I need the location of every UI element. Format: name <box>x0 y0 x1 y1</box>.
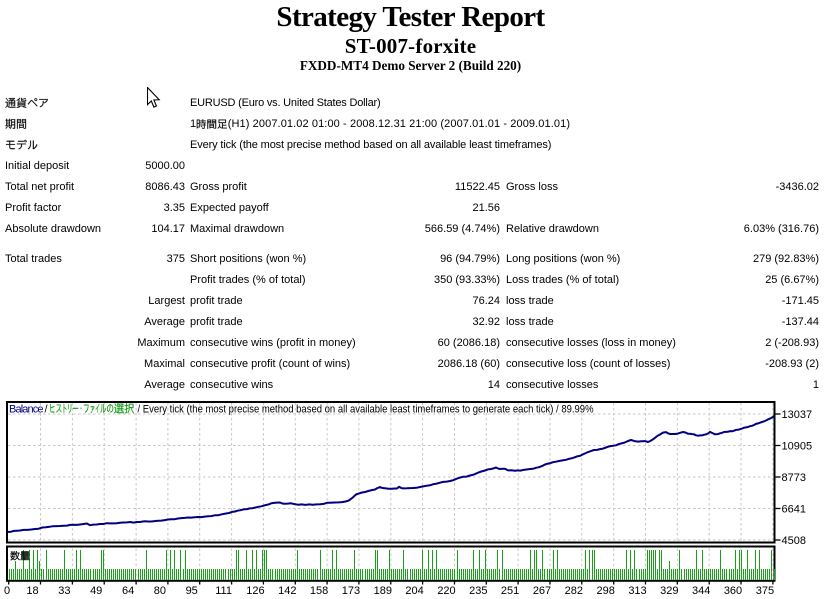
svg-text:360: 360 <box>724 585 742 597</box>
svg-text:126: 126 <box>246 585 264 597</box>
svg-text:13037: 13037 <box>782 409 813 421</box>
svg-text:80: 80 <box>154 585 166 597</box>
svg-text:329: 329 <box>660 585 678 597</box>
svg-text:8773: 8773 <box>782 472 806 484</box>
svg-text:251: 251 <box>501 585 519 597</box>
svg-text:18: 18 <box>26 585 38 597</box>
svg-text:49: 49 <box>90 585 102 597</box>
svg-text:220: 220 <box>437 585 455 597</box>
svg-text:298: 298 <box>597 585 615 597</box>
svg-text:Balance: Balance <box>9 404 44 416</box>
svg-text:267: 267 <box>533 585 551 597</box>
svg-text:/: / <box>45 404 49 416</box>
svg-text:4508: 4508 <box>782 535 806 547</box>
svg-text:95: 95 <box>186 585 198 597</box>
svg-text:173: 173 <box>342 585 360 597</box>
svg-text:64: 64 <box>122 585 134 597</box>
svg-text:282: 282 <box>565 585 583 597</box>
svg-text:33: 33 <box>58 585 70 597</box>
svg-text:158: 158 <box>310 585 328 597</box>
svg-text:204: 204 <box>405 585 423 597</box>
svg-text:235: 235 <box>469 585 487 597</box>
svg-text:189: 189 <box>374 585 392 597</box>
svg-text:/ Every tick (the most precise: / Every tick (the most precise method ba… <box>138 404 594 416</box>
svg-text:0: 0 <box>4 585 10 597</box>
svg-text:111: 111 <box>215 585 232 597</box>
svg-text:10905: 10905 <box>782 441 813 453</box>
svg-text:6641: 6641 <box>782 504 806 516</box>
svg-text:313: 313 <box>628 585 646 597</box>
svg-text:142: 142 <box>278 585 296 597</box>
svg-text:375: 375 <box>756 585 774 597</box>
svg-text:344: 344 <box>692 585 710 597</box>
